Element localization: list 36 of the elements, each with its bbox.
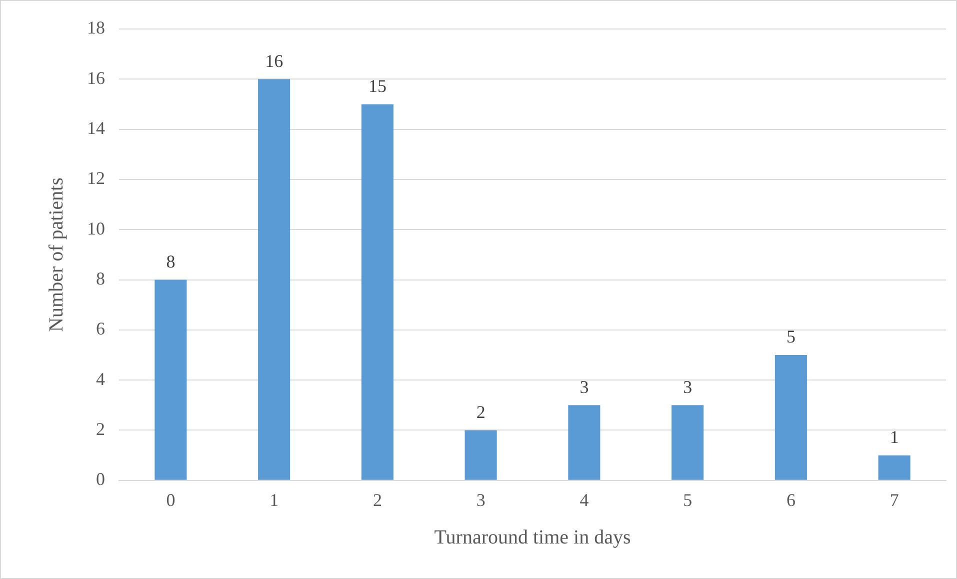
y-tick-label: 4 (96, 368, 105, 389)
y-tick-label: 18 (87, 18, 105, 38)
x-axis-title: Turnaround time in days (434, 526, 631, 548)
x-tick-label: 1 (270, 490, 279, 510)
bar (361, 104, 394, 480)
y-tick-label: 12 (87, 168, 105, 188)
data-label: 16 (265, 50, 284, 71)
y-tick-label: 16 (87, 68, 105, 88)
x-tick-label: 3 (476, 490, 486, 510)
data-label: 1 (890, 427, 899, 448)
x-tick-label: 7 (890, 490, 899, 510)
data-label: 3 (683, 376, 692, 397)
data-label: 2 (476, 402, 486, 422)
y-tick-label: 6 (96, 318, 105, 339)
bar (258, 79, 290, 480)
x-tick-label: 0 (166, 490, 176, 510)
bar (672, 405, 704, 480)
x-tick-label: 2 (372, 490, 382, 510)
x-tick-label: 6 (786, 490, 796, 510)
data-label: 15 (368, 76, 386, 96)
y-tick-label: 2 (96, 418, 105, 439)
y-tick-label: 14 (87, 118, 105, 138)
y-tick-label: 10 (87, 218, 105, 238)
bar (878, 455, 910, 480)
bar (154, 280, 187, 480)
bar (774, 355, 807, 480)
y-tick-label: 0 (96, 469, 105, 490)
y-axis-title: Number of patients (45, 177, 68, 332)
bar (568, 405, 600, 480)
x-tick-label: 4 (580, 490, 589, 510)
data-label: 3 (580, 376, 589, 397)
y-tick-label: 8 (96, 268, 105, 289)
bar (464, 430, 497, 480)
data-label: 5 (786, 326, 796, 347)
x-tick-label: 5 (683, 490, 692, 510)
data-label: 8 (166, 252, 176, 272)
